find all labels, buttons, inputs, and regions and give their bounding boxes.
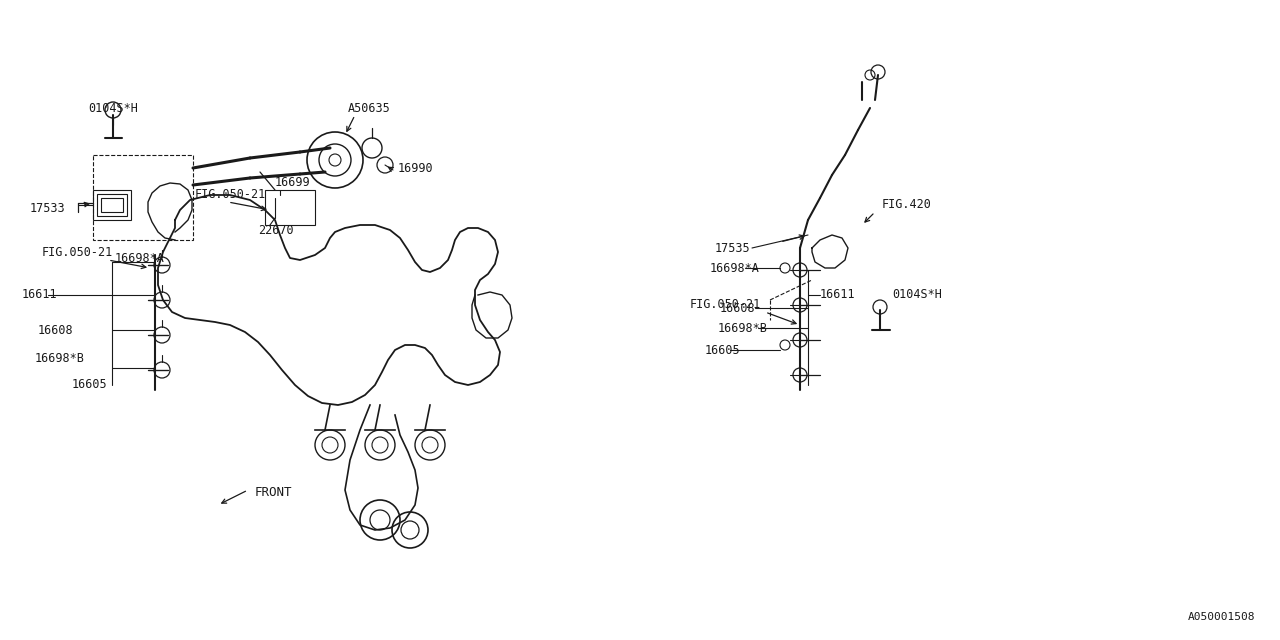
Text: 16698*B: 16698*B (718, 321, 768, 335)
Text: FIG.050-21: FIG.050-21 (42, 246, 113, 259)
Text: 0104S*H: 0104S*H (892, 289, 942, 301)
Text: 22670: 22670 (259, 223, 293, 237)
Text: A50635: A50635 (348, 102, 390, 115)
Bar (265, 190, 315, 225)
Text: 16605: 16605 (72, 378, 108, 392)
Bar (101, 198, 123, 212)
Bar (93, 190, 131, 220)
Text: 16698*B: 16698*B (35, 351, 84, 365)
Text: 16611: 16611 (820, 289, 855, 301)
Text: 16605: 16605 (705, 344, 741, 356)
Text: 16990: 16990 (398, 161, 434, 175)
Bar (97, 194, 127, 216)
Text: 16611: 16611 (22, 289, 58, 301)
Text: FIG.050-21: FIG.050-21 (690, 298, 762, 312)
Text: FIG.420: FIG.420 (882, 198, 932, 211)
Text: 16698*A: 16698*A (115, 252, 165, 264)
Text: FIG.050-21: FIG.050-21 (195, 189, 266, 202)
Text: A050001508: A050001508 (1188, 612, 1254, 622)
Text: 17535: 17535 (716, 241, 750, 255)
Text: 17533: 17533 (29, 202, 65, 214)
Text: 16608: 16608 (719, 301, 755, 314)
Bar (93, 155, 193, 240)
Text: 16698*A: 16698*A (710, 262, 760, 275)
Text: 16699: 16699 (275, 175, 311, 189)
Text: 0104S*H: 0104S*H (88, 102, 138, 115)
Text: 16608: 16608 (38, 323, 74, 337)
Text: FRONT: FRONT (255, 486, 293, 499)
